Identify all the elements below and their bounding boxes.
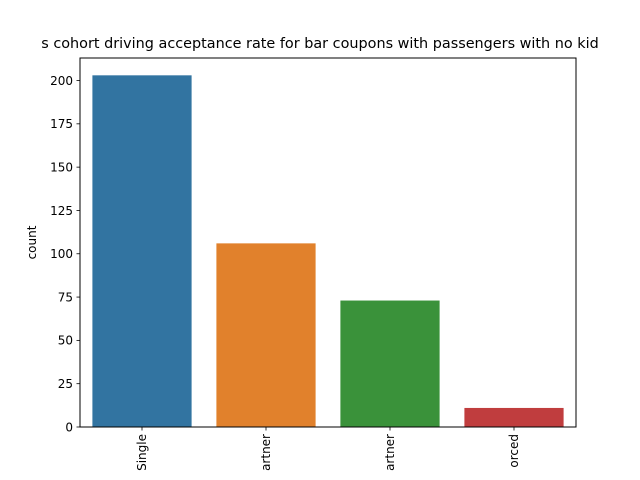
- y-tick-label: 0: [65, 420, 73, 434]
- x-tick-label: orced: [507, 434, 521, 468]
- y-axis: 0 25 50 75 100 125 150 175 200: [50, 74, 80, 434]
- y-tick-label: 25: [58, 377, 73, 391]
- x-tick-label: artner: [383, 434, 397, 471]
- chart-title: s cohort driving acceptance rate for bar…: [41, 36, 598, 52]
- y-tick-label: 150: [50, 160, 73, 174]
- bar-2: [340, 300, 440, 427]
- bar-0: [92, 75, 192, 427]
- bar-1: [216, 243, 316, 427]
- y-tick-label: 75: [58, 290, 73, 304]
- y-tick-label: 200: [50, 74, 73, 88]
- x-tick-label: artner: [259, 434, 273, 471]
- y-tick-label: 50: [58, 334, 73, 348]
- bar-3: [464, 407, 564, 427]
- x-axis: Single artner artner orced: [135, 427, 521, 471]
- y-axis-label: count: [25, 225, 39, 259]
- y-tick-label: 125: [50, 204, 73, 218]
- bars-group: [92, 75, 564, 427]
- y-tick-label: 175: [50, 117, 73, 131]
- plot-frame: [79, 57, 577, 428]
- x-tick-label: Single: [135, 434, 149, 471]
- y-tick-label: 100: [50, 247, 73, 261]
